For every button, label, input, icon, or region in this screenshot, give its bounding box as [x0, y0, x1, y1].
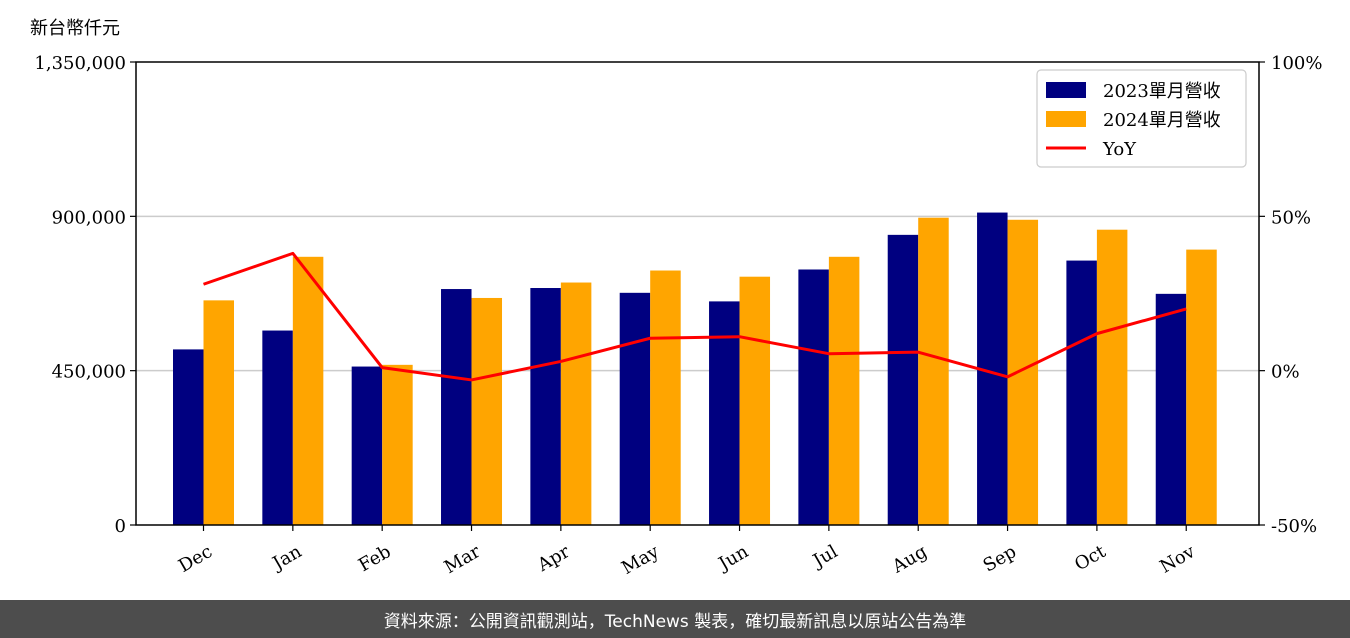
- x-tick-label-aug: Aug: [888, 541, 931, 578]
- bar-series2-apr: [560, 282, 592, 525]
- y-right-tick-label: 50%: [1271, 207, 1311, 228]
- bar-series2-mar: [471, 297, 503, 525]
- x-tick-label-jan: Jan: [268, 541, 306, 575]
- bar-series2-sep: [1007, 219, 1039, 525]
- bar-series2-jul: [828, 256, 860, 525]
- y-right-tick-label: 0%: [1271, 362, 1300, 383]
- bar-series1-jul: [798, 269, 829, 525]
- x-tick-label-jul: Jul: [808, 541, 842, 573]
- legend-box: [1036, 69, 1247, 168]
- bar-series1-feb: [351, 366, 383, 525]
- bar-series2-may: [650, 270, 681, 525]
- bar-series1-apr: [530, 288, 561, 525]
- x-tick-label-feb: Feb: [355, 541, 395, 576]
- y-left-tick-label: 0: [115, 516, 126, 537]
- bar-series1-jun: [709, 301, 740, 525]
- x-tick-label-dec: Dec: [175, 541, 216, 577]
- bar-series2-jan: [292, 256, 324, 525]
- bar-series2-aug: [918, 217, 949, 525]
- bar-series1-aug: [887, 234, 919, 525]
- legend-label-3: YoY: [1102, 139, 1137, 160]
- y-left-tick-label: 900,000: [52, 207, 126, 228]
- bar-series2-nov: [1186, 249, 1217, 525]
- bar-series1-mar: [441, 289, 472, 525]
- y-left-tick-label: 1,350,000: [34, 53, 126, 74]
- source-footer-text: 資料來源：公開資訊觀測站，TechNews 製表，確切最新訊息以原站公告為準: [383, 611, 967, 632]
- bar-series2-feb: [382, 364, 413, 525]
- x-tick-label-sep: Sep: [980, 541, 1020, 576]
- y-right-tick-label: 100%: [1271, 53, 1322, 74]
- x-tick-label-may: May: [618, 541, 663, 579]
- bar-series2-oct: [1096, 229, 1128, 525]
- y-left-tick-label: 450,000: [52, 362, 126, 383]
- bar-series2-jun: [739, 276, 771, 525]
- x-tick-label-apr: Apr: [533, 541, 573, 576]
- bar-series1-oct: [1066, 260, 1097, 525]
- chart: 0 450,000 900,000 1,350,000 -50% 0% 50% 100% Dec…: [30, 18, 1322, 579]
- bar-series1-dec: [173, 349, 204, 525]
- x-tick-label-oct: Oct: [1071, 541, 1110, 576]
- x-tick-label-nov: Nov: [1156, 541, 1199, 578]
- bar-series2-dec: [203, 300, 234, 525]
- legend-label-1: 2023單月營收: [1103, 81, 1221, 102]
- legend-swatch-2: [1046, 111, 1086, 127]
- yoy-line: [203, 251, 1187, 382]
- bar-series1-nov: [1155, 293, 1187, 525]
- legend-label-2: 2024單月營收: [1103, 110, 1221, 131]
- legend-swatch-1: [1046, 82, 1086, 98]
- x-tick-label-mar: Mar: [441, 541, 485, 578]
- plot-frame: [135, 61, 1260, 526]
- y-axis-unit-label: 新台幣仟元: [30, 18, 120, 39]
- bar-series1-may: [619, 292, 651, 525]
- x-tick-label-jun: Jun: [713, 541, 752, 576]
- y-right-tick-label: -50%: [1271, 516, 1317, 537]
- bar-series1-jan: [262, 330, 293, 525]
- source-footer: 資料來源：公開資訊觀測站，TechNews 製表，確切最新訊息以原站公告為準: [0, 600, 1350, 638]
